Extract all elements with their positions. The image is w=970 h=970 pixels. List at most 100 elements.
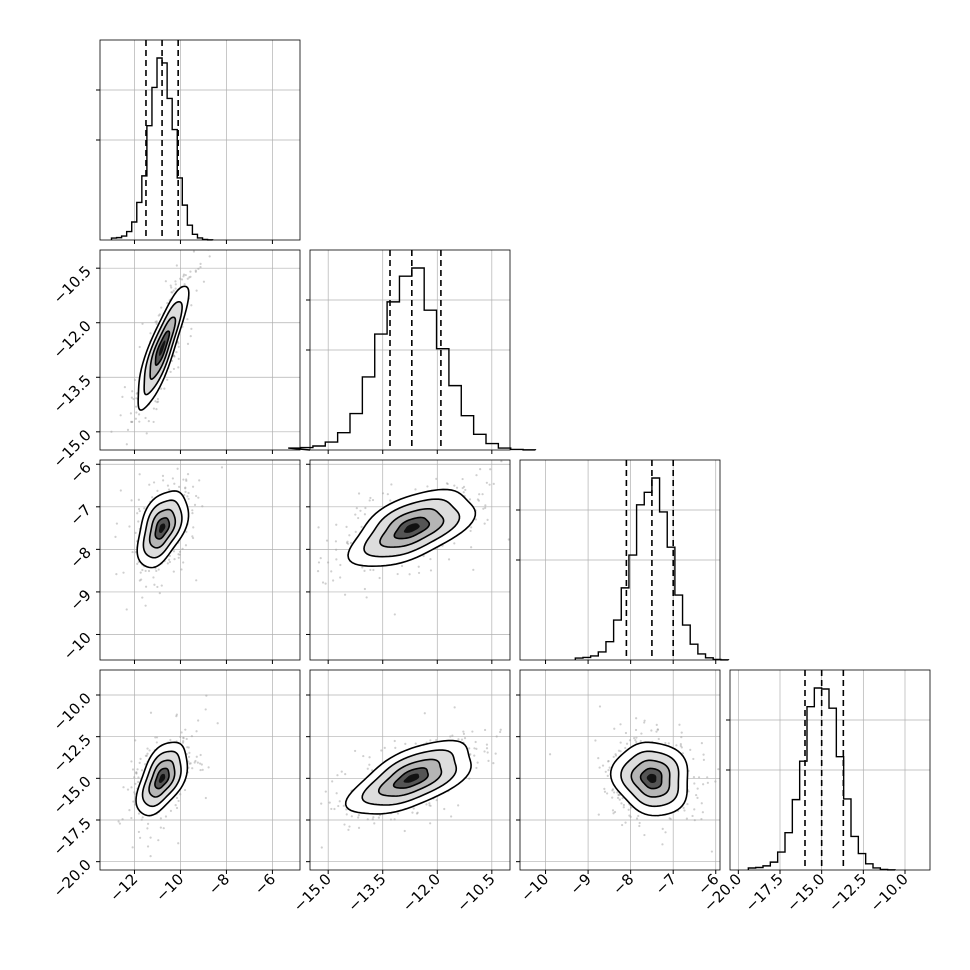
scatter-point (473, 754, 476, 757)
scatter-point (366, 767, 369, 770)
scatter-point (134, 782, 137, 785)
scatter-point (169, 284, 172, 287)
scatter-point (643, 833, 646, 837)
scatter-point (348, 534, 351, 537)
scatter-point (184, 728, 187, 731)
scatter-point (349, 541, 353, 545)
scatter-point (317, 561, 321, 564)
scatter-point (154, 400, 157, 403)
scatter-point (196, 761, 199, 764)
scatter-point (426, 485, 429, 488)
scatter-point (377, 816, 380, 819)
grid-lines (520, 460, 720, 660)
scatter-point (156, 489, 159, 492)
scatter-point (199, 768, 202, 772)
scatter-point (144, 416, 147, 420)
scatter-point (195, 289, 198, 292)
scatter-point (360, 525, 363, 528)
scatter-point (474, 518, 478, 521)
scatter-point (131, 390, 134, 393)
scatter-point (714, 780, 717, 783)
scatter-point (661, 827, 664, 830)
scatter-point (153, 583, 156, 586)
scatter-point (383, 746, 386, 749)
scatter-point (189, 334, 192, 338)
scatter-point (346, 540, 349, 543)
scatter-point (675, 744, 678, 747)
grid-lines (730, 670, 930, 870)
scatter-point (614, 753, 617, 756)
scatter-point (187, 497, 190, 501)
scatter-point (164, 280, 167, 283)
y-tick-label: −7 (66, 501, 94, 529)
scatter-point (145, 432, 148, 435)
scatter-point (166, 301, 169, 305)
panel-frame (99, 249, 301, 451)
scatter-point (180, 731, 183, 734)
scatter-point (607, 760, 610, 763)
scatter-point (362, 754, 365, 758)
panel-frame (309, 459, 511, 661)
scatter-point (168, 554, 171, 558)
scatter-point (655, 723, 658, 726)
scatter-point (702, 753, 705, 756)
y-tick-label: −10.5 (50, 262, 95, 307)
scatter-point (667, 742, 670, 745)
scatter-point (154, 736, 157, 739)
scatter-point (622, 803, 625, 807)
scatter-point (154, 320, 157, 323)
y-tick-label: −13.5 (50, 371, 95, 416)
scatter-point (702, 758, 705, 761)
scatter-point (462, 485, 466, 488)
scatter-point (700, 742, 703, 745)
scatter-point (638, 821, 641, 825)
scatter-point (617, 749, 621, 752)
scatter-point (130, 786, 133, 789)
scatter-point (340, 770, 343, 773)
scatter-point (195, 579, 198, 582)
scatter-point (368, 763, 371, 766)
scatter-point (612, 812, 615, 815)
scatter-point (627, 808, 630, 811)
scatter-point (371, 818, 374, 821)
scatter-point (485, 747, 489, 750)
scatter-point (139, 757, 142, 760)
scatter-point (621, 796, 624, 800)
scatter-point (369, 568, 372, 572)
scatter-point (620, 802, 623, 805)
scatter-point (435, 799, 438, 802)
scatter-point (191, 535, 194, 538)
scatter-point (192, 526, 195, 529)
panel-frame (99, 459, 301, 661)
scatter-panel-0-3 (96, 669, 301, 874)
scatter-point (485, 743, 489, 746)
scatter-point (475, 766, 478, 770)
scatter-point (687, 790, 690, 793)
scatter-point (511, 732, 513, 734)
scatter-point (141, 816, 144, 819)
scatter-point (457, 804, 460, 807)
scatter-point (415, 812, 419, 815)
scatter-point (195, 730, 198, 733)
scatter-point (152, 576, 155, 579)
scatter-point (643, 721, 646, 724)
scatter-point (173, 482, 176, 485)
scatter-point (175, 264, 178, 267)
scatter-point (220, 466, 224, 469)
density-contour-4 (159, 340, 166, 356)
scatter-point (619, 741, 622, 744)
scatter-point (414, 742, 417, 745)
scatter-point (453, 484, 456, 487)
scatter-point (123, 386, 126, 389)
panel-frame (309, 249, 511, 451)
scatter-point (171, 291, 174, 294)
scatter-point (332, 579, 335, 582)
scatter-point (205, 694, 208, 697)
scatter-point (186, 277, 189, 280)
scatter-point (412, 807, 415, 810)
scatter-point (174, 287, 177, 290)
scatter-point (325, 539, 329, 542)
scatter-point (381, 492, 385, 495)
scatter-point (130, 760, 133, 763)
scatter-point (186, 495, 189, 498)
